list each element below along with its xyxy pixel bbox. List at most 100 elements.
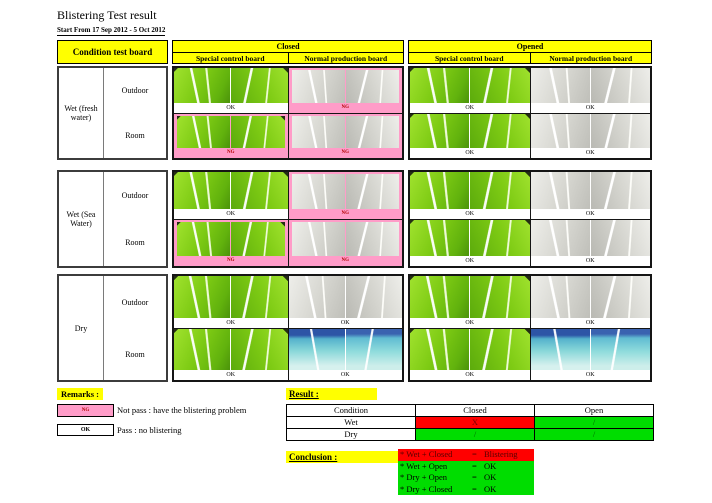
- status-caption: OK: [288, 370, 402, 380]
- photo-cell: OK: [174, 276, 288, 328]
- board-photo: [410, 328, 470, 370]
- photo-pair: [288, 328, 402, 370]
- legend-pass-box: OK: [57, 424, 114, 436]
- status-caption: OK: [530, 102, 650, 113]
- condition-test-board-header: Condition test board: [57, 40, 168, 64]
- photo-pair: [530, 219, 650, 256]
- legend-text: Pass : no blistering: [117, 425, 182, 435]
- photo-pair: [288, 219, 402, 256]
- board-photo: [231, 221, 285, 256]
- photo-panel-opened: OK OK OK OK: [408, 66, 652, 160]
- photo-pair: [174, 68, 288, 103]
- header-columns: Special control board Normal production b…: [409, 53, 651, 63]
- board-photo: [288, 276, 345, 318]
- photo-panel-opened: OK OK OK OK: [408, 274, 652, 382]
- photo-cell: OK: [410, 68, 530, 113]
- status-caption: NG: [288, 256, 402, 266]
- board-photo: [177, 221, 231, 256]
- result-header-row: Condition Closed Open: [286, 404, 654, 417]
- board-photo: [530, 328, 590, 370]
- page-title: Blistering Test result: [57, 8, 157, 22]
- board-photo: [410, 276, 470, 318]
- conclusion-value: OK: [484, 483, 497, 494]
- board-photo: [410, 68, 470, 103]
- photo-pair: [410, 328, 530, 370]
- result-mark-cell: /: [534, 428, 654, 441]
- status-caption: OK: [174, 208, 288, 219]
- board-photo: [470, 172, 530, 209]
- result-row: Dry / /: [286, 428, 654, 441]
- photo-pair: [288, 276, 402, 318]
- row-label: Room: [125, 238, 145, 247]
- board-photo: [530, 276, 590, 318]
- result-condition-cell: Dry: [286, 428, 416, 441]
- photo-pair: [288, 113, 402, 148]
- condition-label: Dry: [59, 276, 104, 380]
- header-column-label: Special control board: [173, 53, 288, 63]
- board-photo: [530, 68, 590, 103]
- board-photo: [345, 174, 399, 209]
- conclusion-item: * Dry + Closed: [400, 483, 453, 494]
- condition-box: Wet (Sea Water) Outdoor Room: [57, 170, 168, 268]
- status-caption: OK: [410, 317, 530, 328]
- photo-cell: NG: [174, 113, 288, 158]
- board-photo: [345, 70, 399, 103]
- condition-box: Wet (fresh water) Outdoor Room: [57, 66, 168, 160]
- result-label: Result :: [286, 388, 377, 400]
- status-caption: OK: [410, 370, 530, 380]
- board-photo: [590, 68, 650, 103]
- board-photo: [177, 115, 231, 148]
- board-photo: [530, 172, 590, 209]
- legend-text: Not pass : have the blistering problem: [117, 405, 247, 415]
- conclusion-value: Blistering: [484, 449, 518, 459]
- status-caption: OK: [530, 148, 650, 158]
- result-header-cell: Condition: [286, 404, 416, 417]
- conclusion-line: * Wet + Closed = Blistering: [398, 449, 534, 461]
- result-header-cell: Open: [534, 404, 654, 417]
- date-range: Start From 17 Sep 2012 - 5 Oct 2012: [57, 26, 166, 36]
- photo-cell: OK: [288, 328, 402, 380]
- board-photo: [530, 113, 590, 148]
- photo-pair: [288, 68, 402, 103]
- test-band: Wet (fresh water) Outdoor Room OK NG NG NG OK OK…: [57, 66, 652, 160]
- status-caption: OK: [530, 256, 650, 266]
- photo-cell: OK: [410, 113, 530, 158]
- result-mark-cell: /: [415, 428, 535, 441]
- photo-cell: OK: [410, 328, 530, 380]
- header-column-label: Special control board: [409, 53, 530, 63]
- status-caption: OK: [174, 370, 288, 380]
- status-caption: OK: [410, 256, 530, 266]
- photo-pair: [174, 328, 288, 370]
- status-caption: OK: [410, 148, 530, 158]
- photo-cell: NG: [174, 219, 288, 266]
- status-caption: OK: [530, 370, 650, 380]
- header-columns: Special control board Normal production b…: [173, 53, 403, 63]
- status-caption: OK: [410, 102, 530, 113]
- result-header-cell: Closed: [415, 404, 535, 417]
- result-condition-cell: Wet: [286, 416, 416, 429]
- photo-cell: OK: [174, 68, 288, 113]
- board-photo: [291, 115, 345, 148]
- photo-cell: OK: [410, 276, 530, 328]
- conclusion-line: * Wet + Open = OK: [398, 460, 534, 472]
- conclusion-value: OK: [484, 472, 497, 482]
- board-photo: [470, 328, 530, 370]
- board-photo: [590, 113, 650, 148]
- photo-pair: [288, 172, 402, 209]
- board-photo: [291, 70, 345, 103]
- board-photo: [174, 172, 231, 209]
- row-label: Outdoor: [121, 191, 149, 200]
- conclusion-item: * Dry + Open: [400, 472, 448, 482]
- condition-box: Dry Outdoor Room: [57, 274, 168, 382]
- row-labels: Outdoor Room: [104, 68, 166, 158]
- conclusion-value: OK: [484, 460, 497, 471]
- photo-cell: OK: [288, 276, 402, 328]
- status-caption: OK: [530, 317, 650, 328]
- legend-not-pass-box: NG: [57, 404, 114, 417]
- photo-cell: OK: [174, 172, 288, 219]
- photo-cell: NG: [288, 68, 402, 113]
- board-photo: [345, 276, 402, 318]
- result-mark-cell: /: [534, 416, 654, 429]
- photo-pair: [410, 113, 530, 148]
- photo-cell: NG: [288, 219, 402, 266]
